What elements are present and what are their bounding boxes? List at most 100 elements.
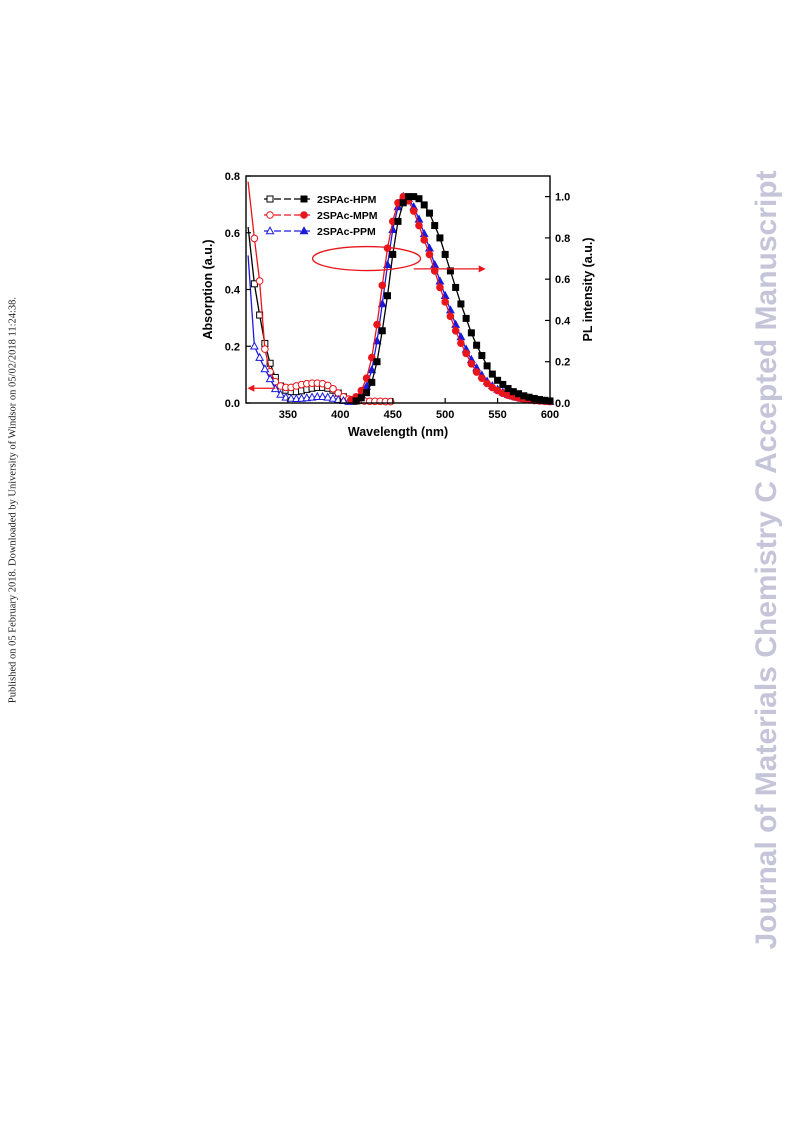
plot-area xyxy=(247,181,555,406)
pl-point-hpm xyxy=(483,362,491,370)
legend-label-mpm: 2SPAc-MPM xyxy=(317,210,378,222)
absorption-point-ppm xyxy=(328,393,338,402)
absorption-point-ppm xyxy=(249,341,259,350)
pl-point-hpm xyxy=(499,380,507,388)
y-right-tick-label: 1.0 xyxy=(555,192,570,204)
y-right-axis-label: PL intensity (a.u.) xyxy=(581,238,595,342)
legend-label-ppm: 2SPAc-PPM xyxy=(317,226,376,238)
y-right-tick-label: 0.8 xyxy=(555,233,570,245)
pl-point-hpm xyxy=(462,314,470,322)
pl-point-mpm xyxy=(472,368,481,376)
spectra-figure: 350 400 450 500 550 600 0.0 0.2 0.4 0.6 0.8 0.0 0.2 0… xyxy=(190,160,610,465)
absorption-point-hpm xyxy=(266,359,274,367)
pl-point-hpm xyxy=(415,195,423,203)
pl-point-hpm xyxy=(357,394,365,402)
legend-filled-marker-ppm xyxy=(299,226,309,235)
pl-point-mpm xyxy=(373,320,381,329)
pl-point-hpm xyxy=(378,327,386,335)
pl-point-mpm xyxy=(436,283,444,292)
pl-point-hpm xyxy=(494,376,502,384)
pl-point-mpm xyxy=(409,207,418,215)
pl-point-mpm xyxy=(446,312,455,321)
pl-point-mpm xyxy=(441,298,449,306)
arrowhead-left xyxy=(247,384,255,392)
pl-point-hpm xyxy=(441,250,449,258)
x-tick-label: 350 xyxy=(279,409,297,421)
y-right-tick-label: 0.2 xyxy=(555,357,570,369)
spectra-chart: 350 400 450 500 550 6000.00.20.40.60.80.00.20… xyxy=(190,160,600,450)
pl-point-hpm xyxy=(399,199,407,207)
pl-point-hpm xyxy=(389,250,397,258)
absorption-point-ppm xyxy=(260,364,270,373)
legend: 2SPAc-HPM 2SPAc-MPM 2SPAc-PPM xyxy=(264,194,378,238)
y-right-tick-label: 0.6 xyxy=(555,274,570,286)
legend-open-marker-hpm xyxy=(266,195,274,203)
pl-point-hpm xyxy=(420,201,428,209)
pl-point-mpm xyxy=(367,353,376,362)
legend-filled-marker-mpm xyxy=(300,211,308,219)
x-tick-label: 450 xyxy=(384,409,402,421)
x-axis-label: Wavelength (nm) xyxy=(348,425,448,439)
pl-point-hpm xyxy=(452,283,460,291)
absorption-point-ppm xyxy=(276,389,286,398)
pl-point-ppm xyxy=(367,365,377,374)
pl-point-mpm xyxy=(415,221,423,230)
legend-label-hpm: 2SPAc-HPM xyxy=(317,194,377,206)
pl-point-mpm xyxy=(420,236,429,244)
y-right-tick-label: 0.4 xyxy=(555,315,571,327)
absorption-point-ppm xyxy=(265,374,275,383)
pl-point-hpm xyxy=(457,300,465,308)
pl-point-mpm xyxy=(378,281,387,290)
pl-point-mpm xyxy=(425,250,434,259)
y-left-tick-label: 0.0 xyxy=(225,398,240,410)
y-left-tick-label: 0.2 xyxy=(225,341,240,353)
pl-point-mpm xyxy=(478,374,486,383)
y-left-tick-label: 0.8 xyxy=(225,171,240,183)
pl-point-mpm xyxy=(483,379,491,388)
absorption-point-mpm xyxy=(255,277,264,285)
y-left-tick-label: 0.6 xyxy=(225,228,240,240)
absorption-point-ppm xyxy=(323,392,333,401)
pl-point-mpm xyxy=(462,349,470,358)
pl-point-mpm xyxy=(451,326,460,335)
pl-point-hpm xyxy=(446,267,454,275)
pl-point-hpm xyxy=(425,209,433,217)
legend-open-marker-ppm xyxy=(265,226,275,235)
annotation-ellipse xyxy=(311,245,422,272)
x-tick-label: 600 xyxy=(541,409,559,421)
absorption-point-mpm xyxy=(323,381,332,390)
absorption-point-ppm xyxy=(312,391,322,401)
arrowhead-right xyxy=(478,265,486,273)
absorption-point-mpm xyxy=(329,385,337,393)
pl-point-hpm xyxy=(473,341,481,349)
absorption-point-mpm xyxy=(250,234,259,243)
absorption-point-mpm xyxy=(261,345,269,353)
pl-point-hpm xyxy=(384,292,392,300)
legend-open-marker-mpm xyxy=(266,211,274,219)
absorption-point-ppm xyxy=(286,393,296,402)
pl-point-mpm xyxy=(467,359,476,368)
absorption-point-ppm xyxy=(291,393,301,403)
legend-filled-marker-hpm xyxy=(300,195,308,203)
pl-point-hpm xyxy=(394,217,402,225)
pl-point-hpm xyxy=(363,389,371,397)
pl-point-hpm xyxy=(478,352,486,360)
pl-point-hpm xyxy=(373,358,381,366)
pl-point-hpm xyxy=(368,378,376,386)
absorption-point-ppm xyxy=(255,352,265,361)
pl-point-hpm xyxy=(431,222,439,230)
y-right-tick-label: 0.0 xyxy=(555,398,570,410)
pl-point-hpm xyxy=(436,234,444,242)
absorption-point-ppm xyxy=(318,391,327,401)
pl-point-ppm xyxy=(372,336,382,345)
pl-point-mpm xyxy=(362,374,371,383)
y-left-tick-label: 0.4 xyxy=(225,285,241,297)
y-left-axis-label: Absorption (a.u.) xyxy=(201,240,215,340)
x-tick-label: 550 xyxy=(488,409,506,421)
pl-point-hpm xyxy=(488,370,496,378)
pl-point-mpm xyxy=(457,339,465,347)
x-tick-label: 500 xyxy=(436,409,454,421)
axes: 350 400 450 500 550 6000.00.20.40.60.80.00.20… xyxy=(201,171,595,439)
pl-point-hpm xyxy=(467,329,475,337)
x-tick-label: 400 xyxy=(331,409,349,421)
